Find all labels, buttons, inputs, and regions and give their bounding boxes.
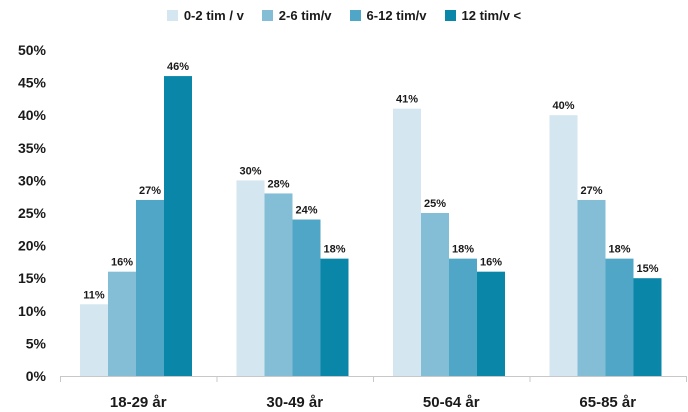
y-tick-label: 5% [26,335,47,351]
legend-item: 0-2 tim / v [166,7,244,23]
data-label: 11% [83,289,105,301]
bar [577,199,606,376]
y-tick-label: 50% [18,42,47,58]
y-tick-label: 45% [18,75,47,91]
bar [421,213,449,376]
legend: 0-2 tim / v 2-6 tim/v 6-12 tim/v 12 tim/… [0,4,688,26]
data-label: 15% [636,263,658,275]
data-label: 27% [580,185,602,197]
legend-label: 12 tim/v < [461,7,522,23]
data-label: 27% [139,185,161,197]
data-label: 40% [552,100,574,112]
data-label: 16% [111,257,133,269]
x-category-label: 65-85 år [579,394,636,411]
data-label: 24% [295,205,317,217]
bar [108,271,136,376]
legend-item: 12 tim/v < [444,7,522,23]
bar [477,271,505,376]
bar [236,180,265,376]
legend-label: 2-6 tim/v [278,7,332,23]
y-tick-label: 35% [18,140,47,156]
y-tick-label: 15% [18,270,47,286]
y-tick-label: 25% [18,205,47,221]
y-tick-label: 40% [18,107,47,123]
bar [136,199,164,376]
y-tick-label: 0% [26,368,47,384]
bar [605,258,634,376]
x-category-label: 30-49 år [266,394,323,411]
data-label: 16% [480,257,502,269]
x-category-label: 50-64 år [423,394,480,411]
bar [633,278,662,376]
data-label: 30% [239,165,261,177]
legend-swatch [349,9,361,21]
y-tick-label: 30% [18,172,47,188]
bar [80,304,108,376]
legend-item: 2-6 tim/v [261,7,332,23]
y-tick-label: 20% [18,238,47,254]
data-label: 25% [424,198,446,210]
bar [264,193,293,376]
data-label: 28% [267,178,289,190]
data-label: 18% [452,244,474,256]
bar [393,108,421,377]
bar [549,115,578,376]
legend-swatch [444,9,456,21]
y-tick-label: 10% [18,303,47,319]
legend-label: 0-2 tim / v [183,7,244,23]
data-label: 18% [608,244,630,256]
x-category-label: 18-29 år [110,394,167,411]
data-label: 46% [167,61,189,73]
bar [449,258,477,376]
data-label: 41% [396,94,418,106]
bar [292,219,321,376]
legend-swatch [261,9,273,21]
bar [320,258,349,376]
legend-swatch [166,9,178,21]
bar [164,76,192,376]
legend-item: 6-12 tim/v [349,7,427,23]
data-label: 18% [323,244,345,256]
legend-label: 6-12 tim/v [366,7,427,23]
